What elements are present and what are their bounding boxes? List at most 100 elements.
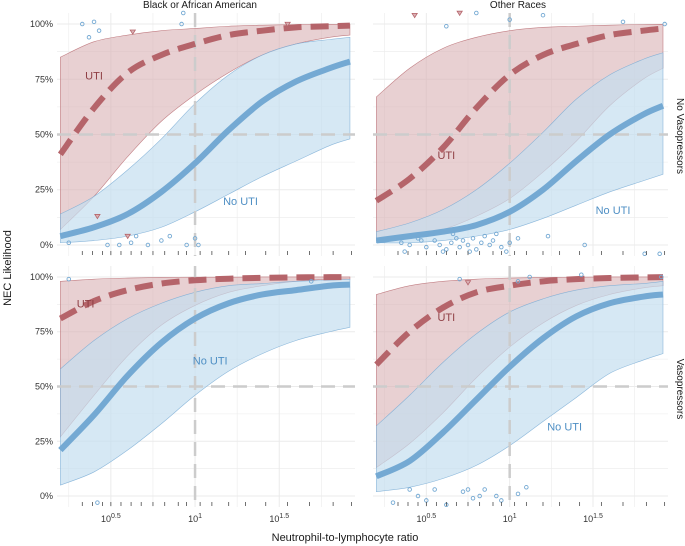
data-point-no-uti: [91, 19, 97, 25]
y-tick-label: 0%: [40, 240, 53, 250]
mean-line-no-uti: [59, 58, 351, 240]
data-point-no-uti: [179, 21, 184, 27]
panel-black-novaso: UTI No UTI 0% 25% 50% 75% 100%: [30, 10, 355, 256]
data-point-uti: [129, 29, 137, 35]
mean-line-uti: [374, 274, 664, 367]
panel-black-vaso: UTI No UTI 0% 25% 50% 75% 100% 100.5 101 101.5: [30, 266, 355, 524]
y-tick-label: 100%: [30, 272, 53, 282]
data-point-no-uti: [415, 236, 421, 241]
data-point-no-uti: [460, 489, 466, 494]
data-point-no-uti: [407, 242, 412, 248]
data-point-no-uti: [545, 233, 551, 239]
data-point-no-uti: [80, 21, 85, 27]
data-point-no-uti: [105, 242, 110, 248]
data-point-no-uti: [657, 251, 662, 257]
data-point-no-uti: [308, 279, 314, 284]
mean-line-uti: [374, 25, 664, 204]
data-point-no-uti: [181, 10, 186, 16]
data-point-no-uti: [159, 238, 164, 243]
data-point-uti: [284, 21, 291, 28]
data-point-no-uti: [95, 500, 100, 505]
ci-band-no_uti: [376, 281, 664, 493]
y-tick-label: 50%: [35, 130, 53, 140]
data-point-no-uti: [470, 236, 476, 241]
data-point-no-uti: [499, 498, 504, 503]
column-strip-other: Other Races: [490, 0, 546, 11]
data-point-no-uti: [184, 242, 189, 248]
data-point-no-uti: [432, 238, 437, 243]
data-point-no-uti: [490, 238, 496, 243]
data-point-no-uti: [499, 244, 504, 250]
data-point-no-uti: [390, 236, 396, 241]
data-point-no-uti: [427, 231, 432, 237]
data-point-no-uti: [515, 279, 521, 284]
data-point-no-uti: [465, 487, 471, 492]
data-point-uti: [464, 280, 472, 286]
data-point-no-uti: [465, 242, 471, 248]
series-label-uti: UTI: [85, 70, 103, 82]
data-point-no-uti: [192, 236, 198, 241]
ci-band-uti: [60, 23, 351, 231]
data-point-no-uti: [432, 487, 437, 492]
data-point-no-uti: [494, 231, 499, 237]
data-point-no-uti: [467, 249, 472, 254]
mean-line-no-uti: [58, 281, 351, 453]
data-point-no-uti: [66, 240, 72, 245]
column-strip-black: Black or African American: [143, 0, 257, 11]
data-point-no-uti: [524, 485, 529, 490]
data-point-no-uti: [117, 242, 122, 248]
data-point-no-uti: [482, 487, 487, 492]
data-point-no-uti: [582, 242, 587, 248]
x-axis-title: Neutrophil-to-lymphocyte ratio: [272, 532, 419, 544]
ci-band-no_uti: [60, 278, 351, 486]
mean-line-no-uti: [375, 103, 665, 244]
series-label-uti: UTI: [77, 299, 95, 311]
series-label-no_uti: No UTI: [547, 421, 582, 433]
row-strip-vasopressors: Vasopressors: [674, 359, 685, 419]
data-point-no-uti: [477, 493, 482, 499]
data-point-no-uti: [659, 274, 664, 280]
data-point-no-uti: [96, 28, 102, 33]
data-point-no-uti: [515, 236, 521, 241]
y-tick-label: 100%: [30, 19, 53, 29]
y-tick-label: 25%: [35, 436, 53, 446]
x-tick-label: 100.5: [416, 513, 436, 524]
data-point-no-uti: [450, 231, 456, 237]
data-point-no-uti: [133, 233, 139, 239]
x-tick-label: 101: [188, 513, 202, 524]
data-point-no-uti: [167, 233, 173, 239]
data-point-no-uti: [415, 493, 421, 499]
data-point-no-uti: [454, 236, 459, 241]
panel-other-vaso: UTI No UTI 100.5 101 101.5: [373, 266, 668, 524]
data-point-no-uti: [487, 242, 492, 248]
data-point-no-uti: [437, 242, 442, 248]
data-point-no-uti: [515, 491, 521, 497]
data-point-no-uti: [457, 276, 462, 282]
data-point-no-uti: [460, 238, 466, 243]
x-tick-label: 101.5: [583, 513, 603, 524]
panel-other-novaso: UTI No UTI: [373, 10, 668, 257]
y-tick-label: 75%: [35, 327, 53, 337]
data-point-no-uti: [390, 500, 396, 505]
data-point-uti: [411, 13, 418, 19]
data-point-no-uti: [474, 247, 479, 252]
data-point-no-uti: [402, 249, 407, 254]
data-point-no-uti: [424, 244, 429, 250]
data-point-no-uti: [662, 21, 667, 27]
data-point-no-uti: [449, 240, 454, 245]
series-label-no_uti: No UTI: [193, 356, 228, 368]
data-point-no-uti: [444, 24, 449, 29]
data-point-no-uti: [474, 10, 479, 16]
y-tick-label: 0%: [40, 491, 53, 501]
mean-line-no-uti: [375, 291, 664, 480]
data-point-no-uti: [494, 493, 499, 499]
x-tick-label: 101.5: [269, 513, 289, 524]
data-point-no-uti: [642, 251, 647, 257]
series-label-no_uti: No UTI: [596, 205, 631, 217]
data-point-no-uti: [457, 244, 462, 250]
x-tick-label: 101: [503, 513, 517, 524]
data-point-uti: [94, 214, 101, 220]
data-point-no-uti: [527, 274, 532, 280]
data-point-no-uti: [444, 247, 449, 252]
